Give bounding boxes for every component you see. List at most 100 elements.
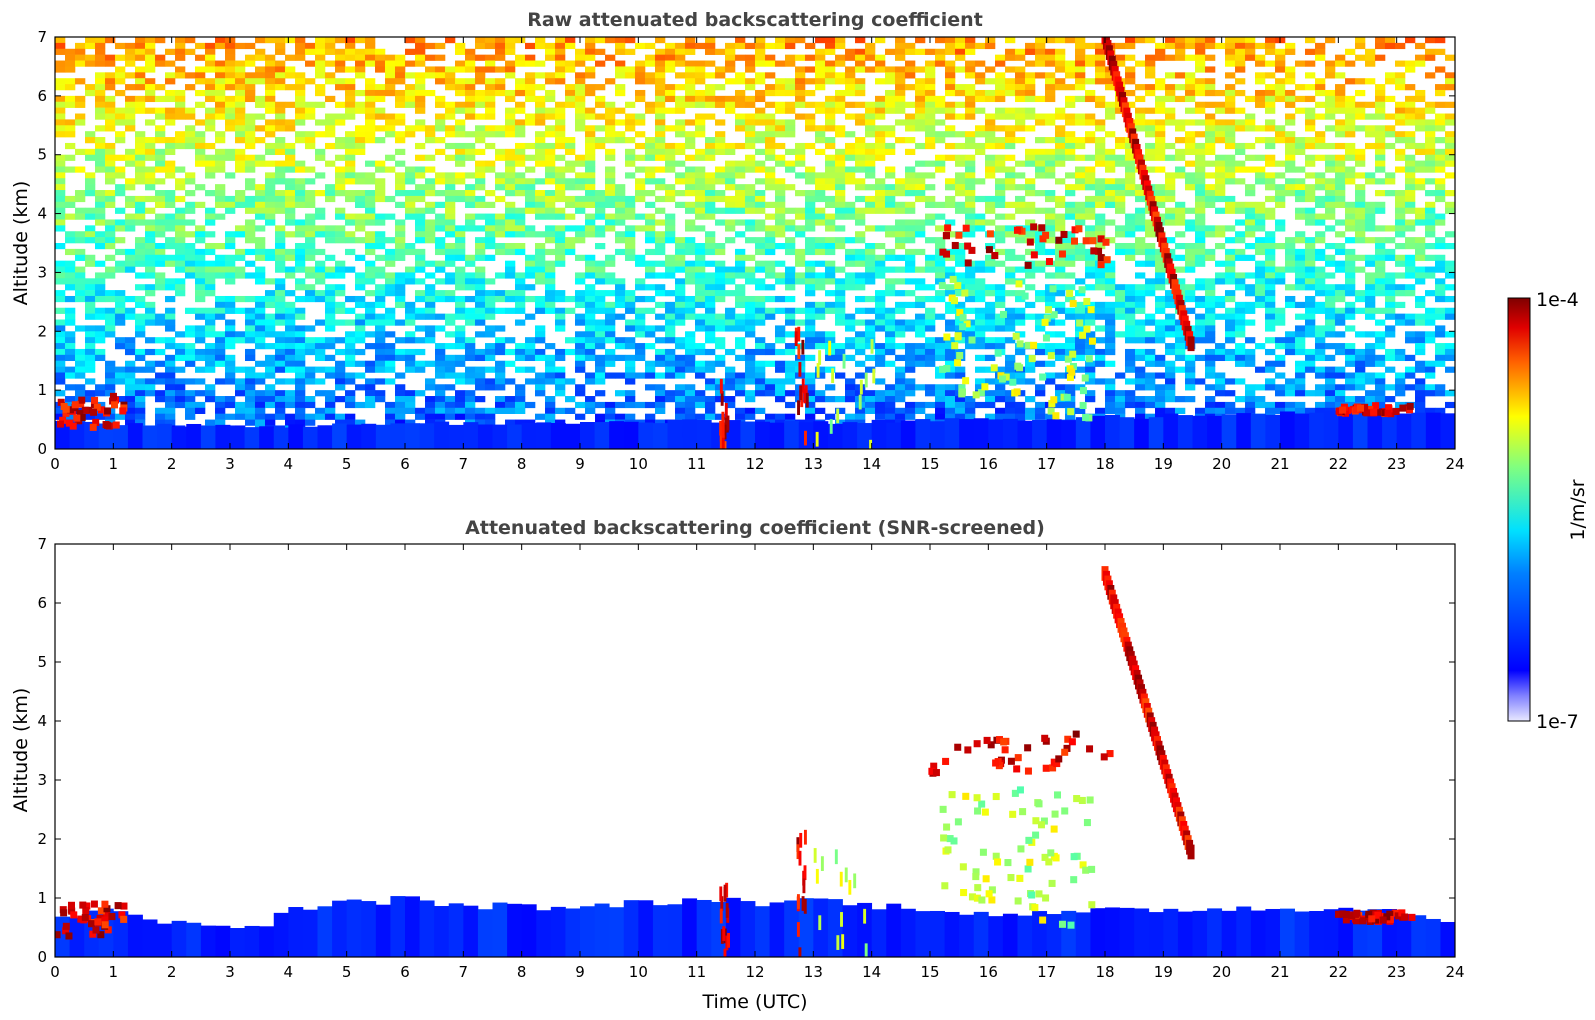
noise-cell	[835, 290, 846, 297]
noise-cell	[675, 60, 686, 67]
noise-cell	[265, 172, 276, 179]
noise-cell	[285, 413, 296, 420]
noise-cell	[85, 348, 96, 356]
noise-cell	[985, 66, 996, 73]
noise-cell	[945, 360, 956, 367]
noise-cell	[625, 248, 636, 256]
noise-cell	[1155, 42, 1166, 50]
noise-cell	[675, 290, 686, 297]
noise-cell	[515, 207, 526, 214]
noise-cell	[1125, 366, 1136, 373]
noise-cell	[395, 348, 406, 356]
noise-cell	[575, 366, 586, 373]
noise-cell	[595, 225, 606, 232]
noise-cell	[525, 272, 536, 279]
noise-cell	[385, 290, 396, 297]
noise-cell	[515, 248, 526, 256]
noise-cell	[945, 248, 956, 256]
noise-cell	[295, 131, 306, 138]
noise-cell	[475, 148, 486, 156]
noise-cell	[175, 243, 186, 250]
noise-cell	[595, 190, 606, 197]
noise-cell	[905, 301, 916, 309]
noise-cell	[675, 172, 686, 179]
noise-cell	[895, 207, 906, 214]
noise-cell	[275, 60, 286, 67]
noise-cell	[405, 307, 416, 314]
noise-cell	[1125, 290, 1136, 297]
noise-cell	[535, 248, 546, 256]
noise-cell	[945, 113, 956, 120]
noise-cell	[895, 37, 906, 44]
noise-cell	[1015, 125, 1026, 132]
noise-cell	[195, 154, 206, 161]
noise-cell	[275, 348, 286, 356]
noise-cell	[315, 60, 326, 67]
noise-cell	[1105, 160, 1116, 167]
noise-cell	[1035, 231, 1046, 238]
noise-cell	[535, 137, 546, 144]
noise-cell	[855, 407, 866, 414]
noise-cell	[1105, 396, 1116, 403]
noise-cell	[965, 166, 976, 173]
noise-cell	[425, 284, 436, 291]
noise-cell	[855, 207, 866, 214]
noise-cell	[485, 84, 496, 91]
noise-cell	[525, 207, 536, 214]
noise-cell	[85, 131, 96, 138]
noise-cell	[405, 201, 416, 208]
noise-cell	[1015, 254, 1026, 261]
noise-cell	[775, 366, 786, 373]
noise-cell	[805, 89, 816, 97]
noise-cell	[1145, 125, 1156, 132]
noise-cell	[785, 166, 796, 173]
noise-cell	[965, 278, 976, 285]
noise-cell	[465, 148, 476, 156]
noise-cell	[215, 295, 226, 303]
noise-cell	[125, 343, 136, 350]
noise-cell	[495, 131, 506, 138]
noise-cell	[365, 119, 376, 126]
noise-cell	[975, 260, 986, 267]
noise-cell	[695, 113, 706, 120]
noise-cell	[65, 348, 76, 356]
noise-cell	[735, 413, 746, 420]
noise-cell	[255, 331, 266, 338]
noise-cell	[1055, 78, 1066, 85]
noise-cell	[65, 237, 76, 244]
noise-cell	[885, 101, 896, 108]
noise-cell	[1105, 131, 1116, 138]
noise-cell	[885, 48, 896, 55]
noise-cell	[575, 290, 586, 297]
noise-cell	[1075, 154, 1086, 161]
noise-cell	[675, 178, 686, 185]
noise-cell	[1085, 266, 1096, 273]
noise-cell	[805, 125, 816, 132]
noise-cell	[875, 254, 886, 261]
noise-cell	[815, 243, 826, 250]
noise-cell	[695, 119, 706, 126]
noise-cell	[815, 213, 826, 220]
noise-cell	[535, 148, 546, 156]
noise-cell	[875, 195, 886, 203]
noise-cell	[825, 48, 836, 55]
noise-cell	[275, 407, 286, 414]
noise-cell	[935, 354, 946, 362]
noise-cell	[735, 378, 746, 385]
noise-cell	[875, 413, 886, 420]
noise-cell	[135, 166, 146, 173]
noise-cell	[785, 413, 796, 420]
noise-cell	[375, 343, 386, 350]
noise-cell	[705, 360, 716, 367]
noise-cell	[1105, 78, 1116, 85]
noise-cell	[365, 178, 376, 185]
noise-cell	[1005, 278, 1016, 285]
noise-cell	[485, 290, 496, 297]
noise-cell	[1125, 401, 1136, 409]
noise-cell	[1125, 243, 1136, 250]
noise-cell	[1125, 101, 1136, 108]
noise-cell	[275, 278, 286, 285]
noise-cell	[165, 137, 176, 144]
noise-cell	[265, 278, 276, 285]
noise-cell	[415, 290, 426, 297]
